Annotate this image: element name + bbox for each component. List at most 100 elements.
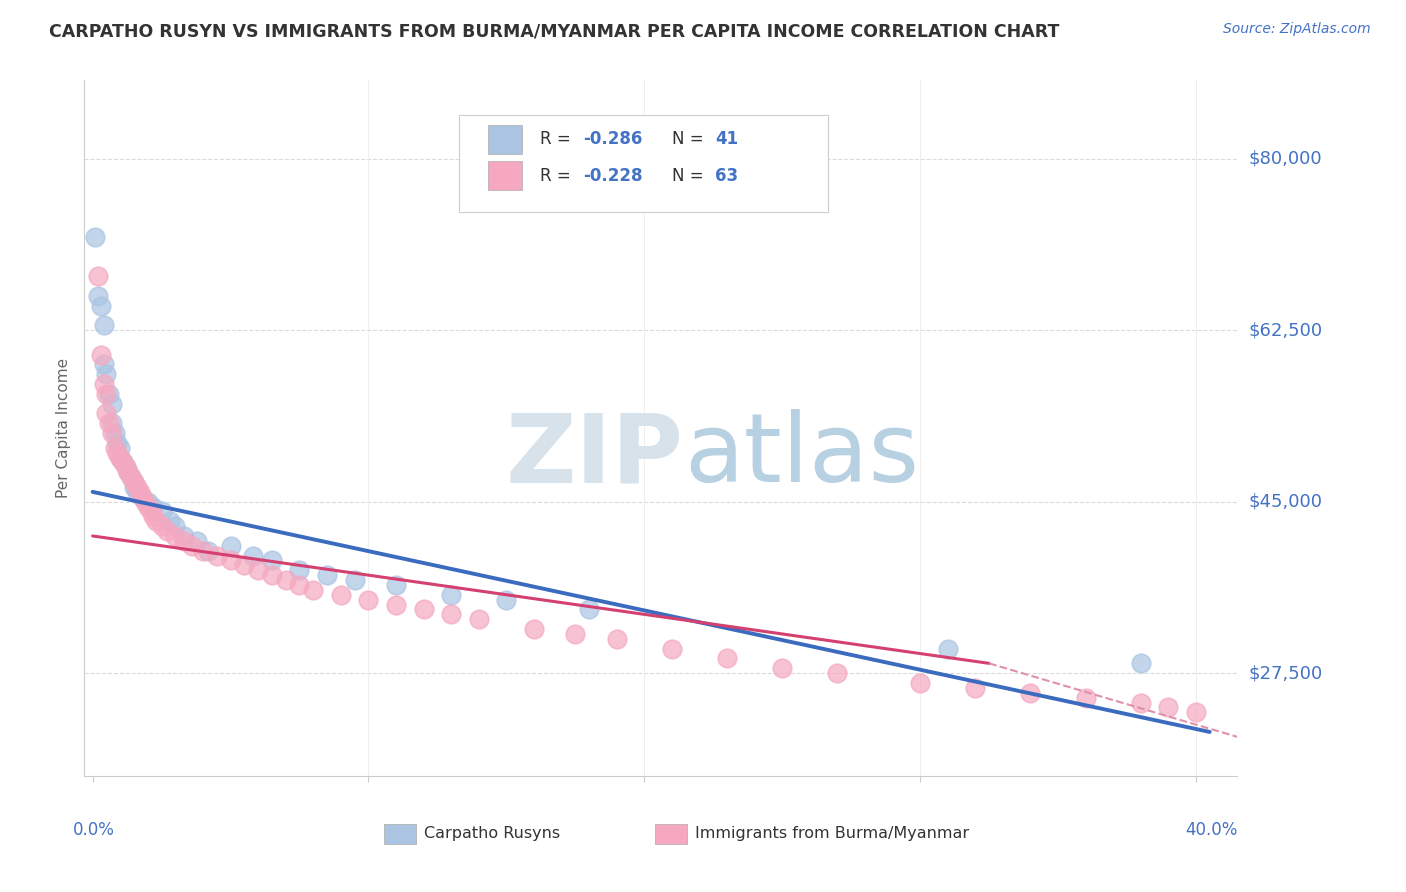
Point [165,529,187,543]
Point [122,475,145,489]
Point [117,465,139,479]
Point [316,568,339,582]
Point [111,455,134,469]
Point [1129,696,1152,710]
Y-axis label: Per Capita Income: Per Capita Income [56,358,72,499]
Point [165,519,187,533]
Point [120,470,142,484]
Bar [488,161,523,191]
Point [770,661,793,675]
Text: 40.0%: 40.0% [1185,822,1237,839]
Point [136,500,159,514]
Point [159,514,181,528]
Point [90,299,112,313]
Point [117,465,139,479]
Point [114,460,136,475]
Point [440,607,463,622]
Point [329,588,352,602]
Bar [488,125,523,153]
Point [191,543,214,558]
Point [156,524,179,538]
Point [145,514,167,528]
Text: $27,500: $27,500 [1249,665,1323,682]
Point [114,460,136,475]
Point [219,539,242,553]
Text: R =: R = [540,130,576,148]
Text: CARPATHO RUSYN VS IMMIGRANTS FROM BURMA/MYANMAR PER CAPITA INCOME CORRELATION CH: CARPATHO RUSYN VS IMMIGRANTS FROM BURMA/… [49,22,1060,40]
Text: Carpatho Rusyns: Carpatho Rusyns [425,826,561,841]
Point [142,500,165,514]
Point [131,490,153,504]
Point [87,289,110,303]
Point [205,549,228,563]
Text: R =: R = [540,167,576,185]
Point [606,632,628,646]
Point [440,588,463,602]
Point [219,553,242,567]
Point [247,563,270,577]
Point [1074,690,1097,705]
Point [150,519,173,533]
Point [385,598,408,612]
Point [1129,657,1152,671]
Text: atlas: atlas [683,409,920,502]
Point [125,480,148,494]
Point [120,470,142,484]
Point [173,533,195,548]
Point [274,573,297,587]
Point [936,641,959,656]
Point [197,543,219,558]
Point [93,318,115,333]
Point [98,417,121,431]
Point [122,480,145,494]
Point [136,494,159,508]
Point [110,450,132,465]
Bar [655,824,688,844]
Bar [384,824,416,844]
Point [357,592,380,607]
Point [101,397,124,411]
Point [93,377,115,392]
Point [107,435,129,450]
Point [125,484,148,499]
Point [343,573,366,587]
FancyBboxPatch shape [460,115,828,212]
Point [233,558,256,573]
Point [827,666,849,681]
Point [186,533,208,548]
Point [564,627,586,641]
Point [98,387,121,401]
Point [1019,686,1042,700]
Text: 41: 41 [716,130,738,148]
Text: 63: 63 [716,167,738,185]
Point [260,553,283,567]
Point [134,494,156,508]
Point [93,358,115,372]
Text: Immigrants from Burma/Myanmar: Immigrants from Burma/Myanmar [696,826,970,841]
Point [142,509,165,524]
Point [101,417,124,431]
Point [908,676,931,690]
Point [131,490,153,504]
Text: Source: ZipAtlas.com: Source: ZipAtlas.com [1223,22,1371,37]
Point [260,568,283,582]
Point [90,348,112,362]
Text: 0.0%: 0.0% [73,822,115,839]
Point [101,425,124,440]
Point [468,612,491,626]
Point [1157,700,1180,714]
Point [110,441,132,455]
Point [96,368,118,382]
Point [87,269,110,284]
Point [107,445,129,459]
Point [150,504,173,518]
Point [495,592,517,607]
Text: $80,000: $80,000 [1249,150,1323,168]
Point [1185,706,1208,720]
Point [110,450,132,465]
Point [302,582,325,597]
Point [578,602,600,616]
Point [523,622,546,636]
Point [104,441,127,455]
Point [181,539,204,553]
